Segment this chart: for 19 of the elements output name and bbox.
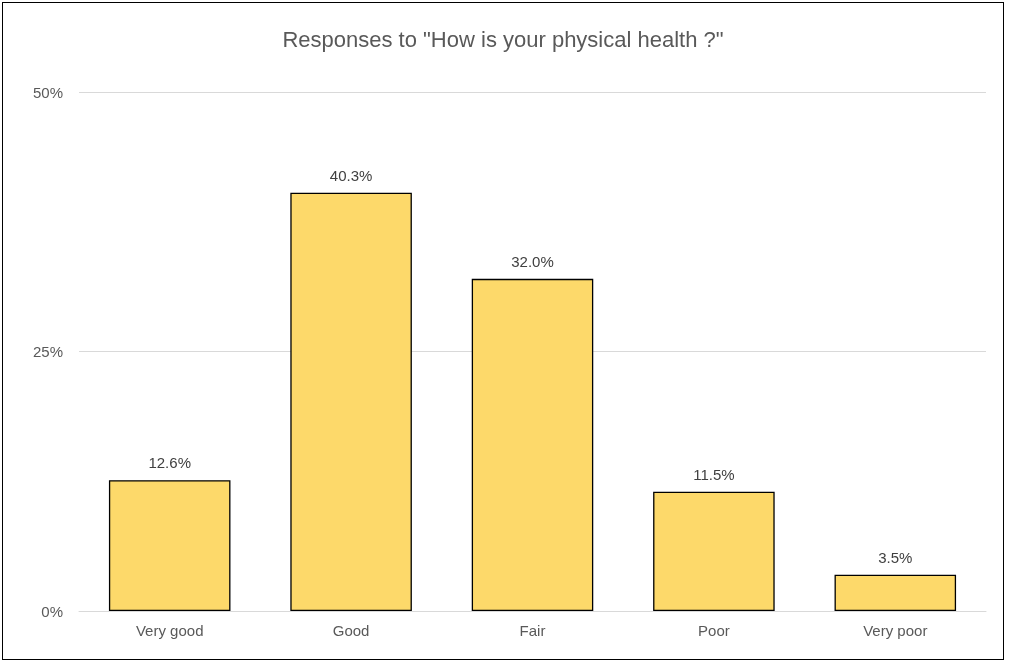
x-tick-label: Fair — [519, 622, 546, 639]
y-tick-label: 0% — [41, 602, 63, 620]
data-label: 40.3% — [329, 166, 373, 184]
chart-title: Responses to "How is your physical health ?" — [282, 26, 724, 52]
x-tick-label: Very poor — [863, 622, 928, 639]
y-tick-label: 50% — [32, 83, 63, 101]
bar — [290, 192, 412, 611]
y-tick-label: 25% — [32, 343, 63, 360]
data-label: 11.5% — [693, 465, 735, 483]
bar — [108, 480, 231, 611]
x-tick-label: Good — [332, 622, 370, 639]
x-tick-label: Very good — [135, 622, 204, 639]
bar — [834, 574, 957, 611]
bar — [471, 278, 594, 611]
data-label: 32.0% — [511, 252, 554, 270]
data-label: 3.5% — [878, 548, 913, 566]
x-tick-label: Poor — [698, 622, 730, 639]
bar — [653, 491, 775, 611]
data-label: 12.6% — [148, 454, 191, 472]
